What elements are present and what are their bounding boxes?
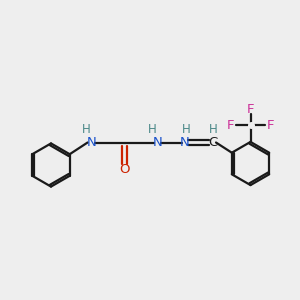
Text: H: H bbox=[148, 123, 157, 136]
Text: H: H bbox=[208, 123, 217, 136]
Text: F: F bbox=[247, 103, 254, 116]
Text: H: H bbox=[182, 123, 190, 136]
Text: F: F bbox=[227, 119, 235, 132]
Text: N: N bbox=[87, 136, 96, 149]
Text: N: N bbox=[153, 136, 162, 149]
Text: C: C bbox=[208, 136, 217, 149]
Text: F: F bbox=[266, 119, 274, 132]
Text: H: H bbox=[82, 123, 91, 136]
Text: N: N bbox=[180, 136, 189, 149]
Text: O: O bbox=[119, 163, 130, 176]
